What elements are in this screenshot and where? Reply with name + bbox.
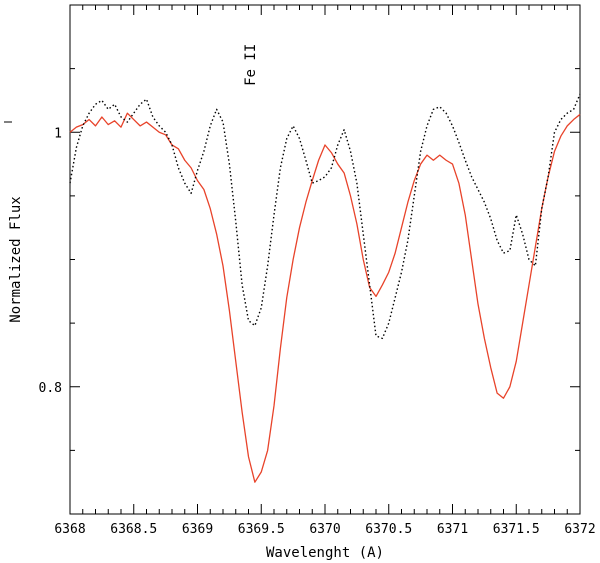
x-tick-label: 6369.5 [238,522,285,537]
y-tick-label: 0.8 [39,381,62,396]
x-tick-label: 6369 [182,522,213,537]
x-tick-label: 6370 [309,522,340,537]
axis-ticks [4,4,581,515]
x-tick-label: 6371.5 [493,522,540,537]
x-axis-label: Wavelenght (A) [266,545,384,561]
y-tick-label: 1 [54,126,62,141]
x-tick-label: 6368.5 [110,522,157,537]
annotation-fe-ii: Fe II [243,44,259,86]
plot-frame [69,4,581,515]
tick-labels: 6368 6368.5 6369 6369.5 6370 6370.5 6371 6371.5… [39,126,596,537]
series-layer [69,93,581,483]
series-line-dotted [69,93,581,340]
x-tick-label: 6371 [437,522,468,537]
x-tick-label: 6372 [564,522,595,537]
series-line-solid [69,112,581,483]
x-tick-label: 6368 [54,522,85,537]
x-tick-label: 6370.5 [365,522,412,537]
y-axis-label: Normalized Flux [8,196,24,322]
